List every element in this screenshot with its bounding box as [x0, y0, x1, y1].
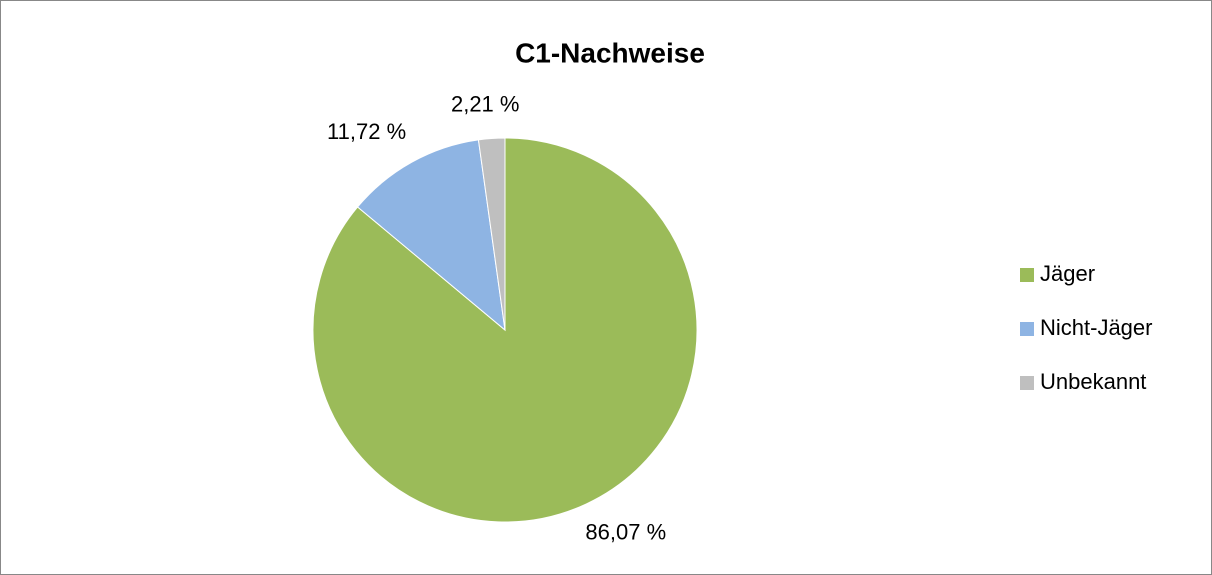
legend-label: Unbekannt [1040, 369, 1146, 394]
chart-title: C1-Nachweise [515, 37, 705, 68]
legend-swatch [1020, 322, 1034, 336]
legend-swatch [1020, 268, 1034, 282]
legend-label: Jäger [1040, 261, 1095, 286]
data-label: 86,07 % [585, 520, 666, 545]
pie-slice [477, 137, 506, 331]
legend-swatch [1020, 376, 1034, 390]
data-label: 11,72 % [327, 119, 406, 144]
data-label: 2,21 % [451, 91, 520, 116]
legend-label: Nicht-Jäger [1040, 315, 1152, 340]
pie-slice [356, 139, 506, 332]
